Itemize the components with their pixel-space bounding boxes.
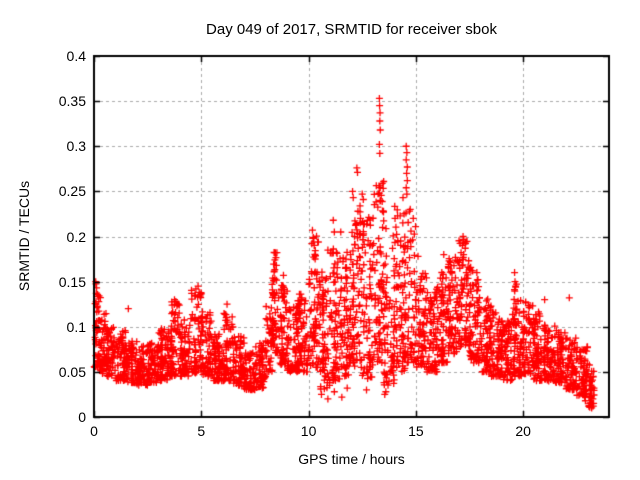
y-tick-label: 0.15 (58, 273, 86, 290)
x-tick-label: 20 (515, 423, 531, 439)
y-tick-label: 0 (78, 409, 86, 425)
y-tick-label: 0.25 (58, 183, 86, 200)
x-tick-label: 5 (197, 423, 206, 439)
x-axis-label: GPS time / hours (298, 451, 405, 467)
y-tick-label: 0.05 (58, 363, 86, 380)
y-tick-label: 0.3 (66, 138, 86, 155)
y-tick-label: 0.4 (66, 48, 86, 64)
x-tick-label: 10 (300, 423, 317, 439)
x-tick-label: 15 (408, 423, 424, 439)
chart-title: Day 049 of 2017, SRMTID for receiver sbo… (206, 21, 497, 38)
x-tick-label: 0 (90, 423, 98, 439)
y-tick-label: 0.35 (58, 93, 86, 110)
y-tick-label: 0.1 (66, 318, 86, 335)
y-tick-label: 0.2 (66, 228, 86, 245)
